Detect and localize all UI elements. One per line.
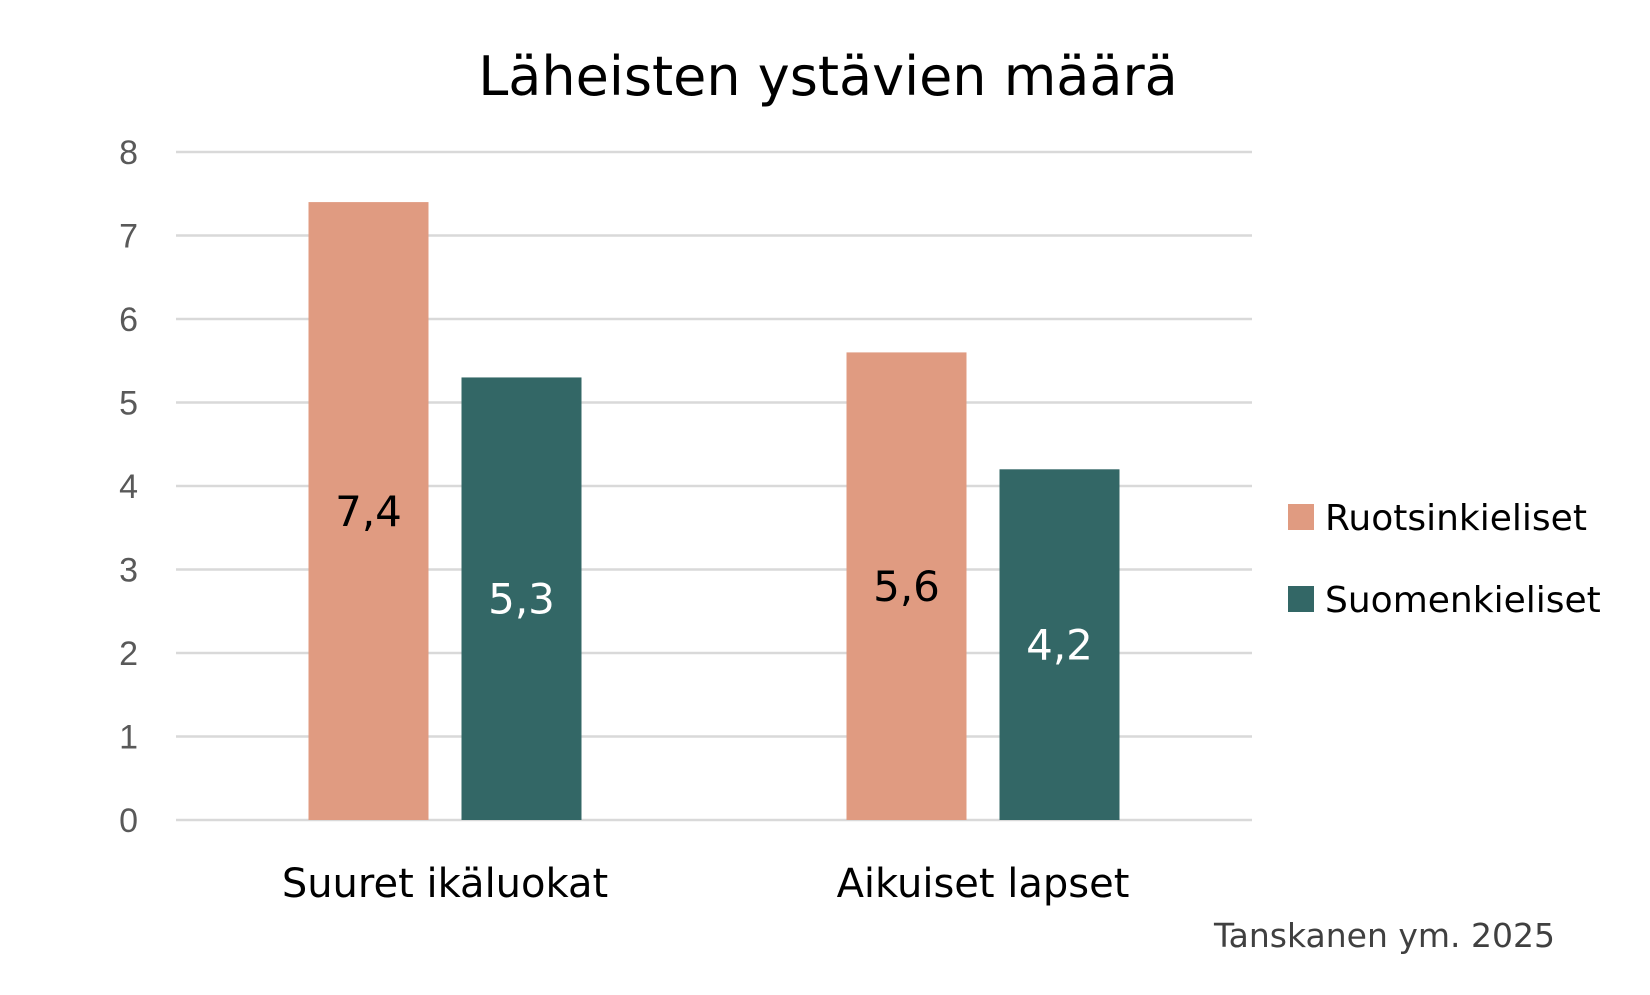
bars [308,202,1120,821]
y-tick-label: 3 [119,552,138,590]
bar [308,202,429,821]
y-tick-label: 4 [119,468,138,506]
legend-swatch [1288,586,1314,612]
source-note: Tanskanen ym. 2025 [1213,916,1555,955]
legend-label: Suomenkieliset [1325,580,1601,621]
y-tick-label: 6 [119,301,138,339]
x-category-label: Suuret ikäluokat [282,861,608,907]
y-tick-label: 5 [119,385,138,423]
data-labels: 7,4 5,3 5,6 4,2 [335,487,1093,670]
data-label: 5,3 [488,575,555,624]
bar [999,469,1120,820]
bar [461,377,582,820]
data-label: 4,2 [1026,621,1093,670]
legend-swatch [1288,504,1314,530]
legend: Ruotsinkieliset Suomenkieliset [1288,498,1601,621]
y-tick-label: 0 [119,802,138,840]
legend-label: Ruotsinkieliset [1325,498,1587,539]
y-tick-label: 8 [119,134,138,172]
bar [846,352,967,820]
y-axis-ticks: 0 1 2 3 4 5 6 7 8 [119,134,138,840]
y-tick-label: 1 [119,719,138,757]
chart-title: Läheisten ystävien määrä [478,45,1178,108]
x-axis-categories: Suuret ikäluokat Aikuiset lapset [282,861,1130,907]
x-category-label: Aikuiset lapset [837,861,1130,907]
y-tick-label: 2 [119,635,138,673]
data-label: 5,6 [873,562,940,611]
data-label: 7,4 [335,487,402,536]
y-tick-label: 7 [119,218,138,256]
